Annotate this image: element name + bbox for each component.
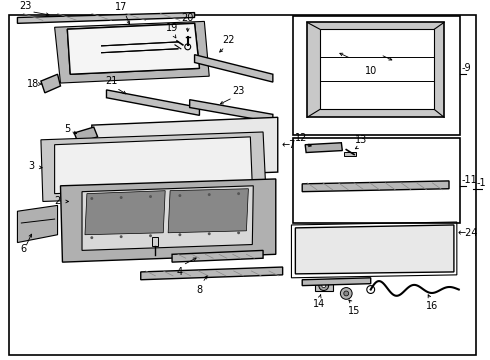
Circle shape — [178, 233, 181, 236]
Circle shape — [208, 232, 211, 235]
Text: 20: 20 — [181, 13, 194, 23]
Polygon shape — [41, 132, 266, 202]
Text: 4: 4 — [177, 267, 183, 277]
Text: -11: -11 — [462, 175, 477, 185]
Text: 14: 14 — [313, 299, 325, 309]
Circle shape — [245, 137, 248, 141]
Text: 5: 5 — [64, 124, 71, 134]
Polygon shape — [92, 117, 278, 179]
Text: 23: 23 — [232, 86, 245, 96]
Text: 17: 17 — [115, 1, 127, 12]
Polygon shape — [302, 278, 371, 285]
Text: 18: 18 — [27, 79, 39, 89]
Circle shape — [120, 235, 122, 238]
Circle shape — [178, 194, 181, 197]
Circle shape — [344, 291, 349, 296]
Text: ←7: ←7 — [282, 140, 296, 150]
Polygon shape — [67, 23, 199, 74]
Bar — [294, 138, 460, 223]
Circle shape — [237, 231, 240, 234]
Polygon shape — [305, 143, 343, 153]
Text: 13: 13 — [355, 135, 367, 145]
Text: 3: 3 — [28, 161, 34, 171]
Circle shape — [319, 281, 329, 291]
Text: ←24: ←24 — [458, 228, 478, 238]
Bar — [315, 280, 333, 292]
Circle shape — [149, 234, 152, 237]
Text: 22: 22 — [222, 35, 235, 45]
Polygon shape — [54, 137, 252, 194]
Text: 12: 12 — [295, 133, 307, 143]
Circle shape — [149, 195, 152, 198]
Polygon shape — [172, 251, 263, 262]
Circle shape — [120, 196, 122, 199]
Text: 6: 6 — [20, 244, 26, 255]
Polygon shape — [106, 90, 199, 115]
Text: -9: -9 — [462, 63, 471, 73]
Polygon shape — [195, 55, 273, 82]
Text: 10: 10 — [365, 66, 377, 76]
Polygon shape — [41, 74, 60, 93]
Polygon shape — [60, 179, 276, 262]
Polygon shape — [168, 189, 248, 233]
Polygon shape — [18, 13, 195, 23]
Circle shape — [237, 192, 240, 195]
Text: 23: 23 — [19, 1, 31, 11]
Circle shape — [208, 193, 211, 196]
Text: 16: 16 — [426, 301, 439, 311]
Bar — [294, 15, 460, 135]
Text: 2: 2 — [54, 197, 61, 207]
Text: 15: 15 — [348, 306, 360, 316]
Polygon shape — [54, 21, 209, 83]
Bar — [152, 237, 158, 247]
Text: -1: -1 — [476, 178, 486, 188]
Polygon shape — [74, 127, 98, 143]
Polygon shape — [67, 23, 199, 74]
Polygon shape — [141, 267, 283, 280]
Text: 21: 21 — [105, 76, 118, 86]
Polygon shape — [295, 225, 454, 274]
Polygon shape — [190, 100, 273, 122]
Text: 8: 8 — [196, 285, 202, 294]
Polygon shape — [82, 186, 253, 251]
Text: 19: 19 — [166, 23, 178, 33]
Circle shape — [341, 288, 352, 299]
Bar — [344, 152, 356, 157]
Circle shape — [322, 284, 326, 288]
Polygon shape — [302, 181, 449, 192]
Circle shape — [90, 236, 93, 239]
Polygon shape — [307, 22, 444, 117]
Polygon shape — [320, 29, 434, 109]
Polygon shape — [18, 205, 57, 243]
Polygon shape — [85, 191, 165, 235]
Circle shape — [90, 197, 93, 200]
